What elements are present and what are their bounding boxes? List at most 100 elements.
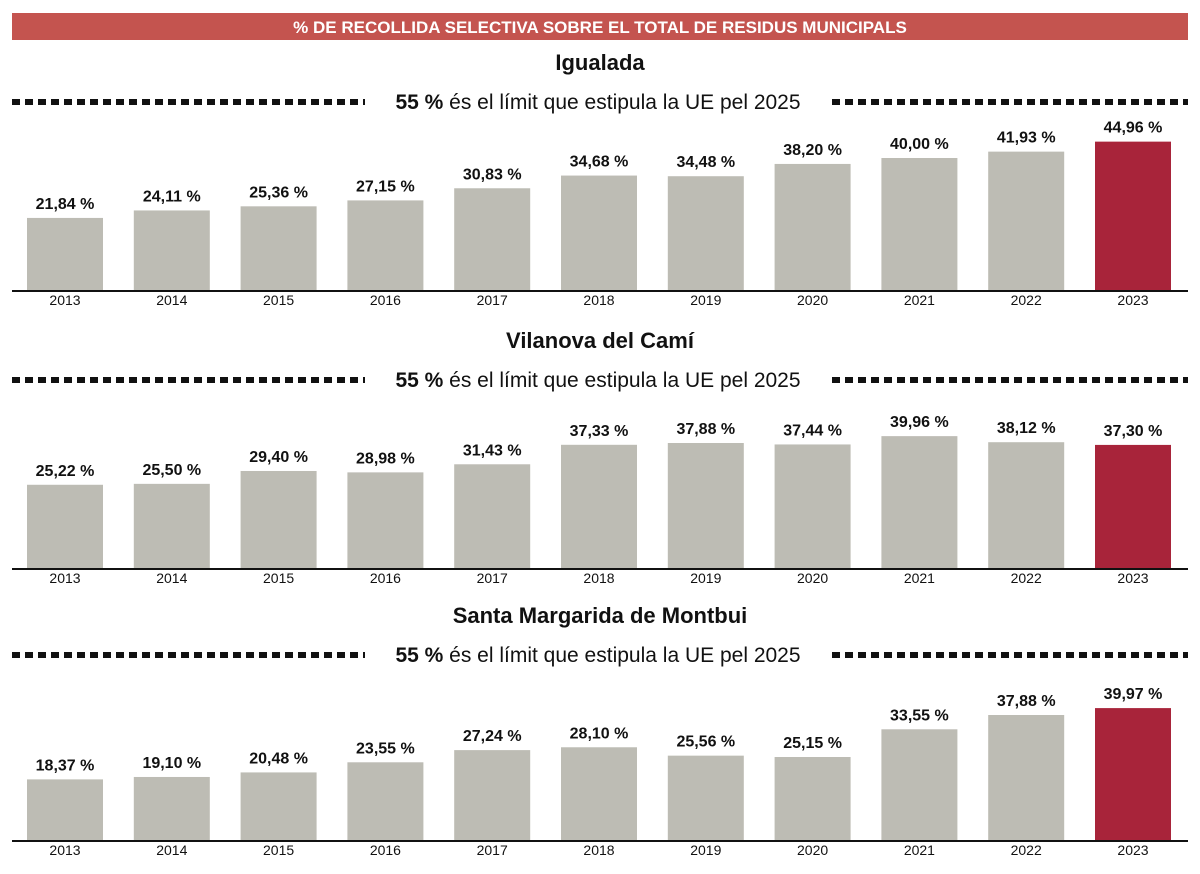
- value-label: 25,36 %: [249, 184, 308, 201]
- value-label: 34,68 %: [570, 154, 629, 171]
- year-label: 2017: [477, 842, 508, 858]
- year-label: 2022: [1011, 842, 1042, 858]
- value-label: 40,00 %: [890, 136, 949, 153]
- year-label: 2015: [263, 842, 294, 858]
- value-label: 37,88 %: [676, 421, 735, 438]
- bar-2016: [347, 200, 424, 290]
- value-label: 38,12 %: [997, 420, 1056, 437]
- value-label: 38,20 %: [783, 142, 842, 159]
- value-label: 31,43 %: [463, 442, 522, 459]
- year-label: 2014: [156, 570, 187, 586]
- bar-2020: [774, 757, 851, 840]
- panel-3: Santa Margarida de Montbui 55 % és el lím…: [12, 603, 1188, 858]
- bar-2015: [240, 206, 317, 290]
- value-label: 28,10 %: [570, 725, 629, 742]
- value-label: 41,93 %: [997, 130, 1056, 147]
- year-label: 2014: [156, 842, 187, 858]
- bar-2014: [133, 210, 210, 290]
- value-label: 25,56 %: [676, 734, 735, 751]
- year-label: 2021: [904, 292, 935, 308]
- year-label: 2021: [904, 570, 935, 586]
- bar-2013: [27, 484, 103, 568]
- value-label: 18,37 %: [36, 757, 95, 774]
- year-label: 2023: [1117, 842, 1148, 858]
- value-label: 44,96 %: [1104, 120, 1163, 137]
- bar-2017: [454, 188, 531, 290]
- reference-text: és el límit que estipula la UE pel 2025: [443, 644, 800, 667]
- bar-2019: [667, 176, 744, 290]
- year-label: 2013: [49, 292, 80, 308]
- bar-2015: [240, 470, 317, 568]
- panel-2: Vilanova del Camí 55 % és el límit que es…: [12, 328, 1188, 586]
- year-label: 2014: [156, 292, 187, 308]
- reference-text: és el límit que estipula la UE pel 2025: [443, 369, 800, 392]
- bar-2016: [347, 762, 424, 840]
- bar-2015: [240, 772, 317, 840]
- bar-2020: [774, 444, 851, 568]
- value-label: 39,97 %: [1104, 686, 1163, 703]
- value-label: 19,10 %: [142, 755, 201, 772]
- header-bar: [12, 13, 1188, 40]
- bar-2020: [774, 163, 851, 290]
- bar-2019: [667, 755, 744, 840]
- reference-line-label: 55 % és el límit que estipula la UE pel …: [395, 91, 800, 114]
- value-label: 23,55 %: [356, 740, 415, 757]
- panel-title: Igualada: [555, 50, 645, 75]
- value-label: 27,15 %: [356, 178, 415, 195]
- bar-2018: [561, 444, 637, 568]
- reference-value: 55 %: [395, 369, 443, 392]
- year-label: 2022: [1011, 570, 1042, 586]
- bar-2016: [347, 472, 424, 568]
- year-label: 2019: [690, 570, 721, 586]
- bar-2022: [988, 442, 1065, 568]
- bar-2018: [561, 175, 637, 290]
- value-label: 37,88 %: [997, 693, 1056, 710]
- value-label: 37,44 %: [783, 422, 842, 439]
- year-label: 2020: [797, 292, 828, 308]
- year-label: 2023: [1117, 570, 1148, 586]
- year-label: 2020: [797, 842, 828, 858]
- year-label: 2016: [370, 292, 401, 308]
- value-label: 25,50 %: [142, 462, 201, 479]
- bar-2013: [27, 217, 103, 290]
- bar-2013: [27, 779, 103, 840]
- bar-2023: [1095, 141, 1171, 290]
- year-label: 2020: [797, 570, 828, 586]
- year-label: 2022: [1011, 292, 1042, 308]
- year-label: 2018: [583, 842, 614, 858]
- bar-2018: [561, 747, 637, 840]
- value-label: 28,98 %: [356, 450, 415, 467]
- value-label: 21,84 %: [36, 196, 95, 213]
- bar-2014: [133, 483, 210, 568]
- value-label: 39,96 %: [890, 414, 949, 431]
- year-label: 2015: [263, 570, 294, 586]
- value-label: 34,48 %: [676, 154, 735, 171]
- value-label: 37,33 %: [570, 423, 629, 440]
- year-label: 2018: [583, 292, 614, 308]
- bar-2021: [881, 729, 958, 840]
- year-label: 2017: [477, 570, 508, 586]
- year-label: 2016: [370, 842, 401, 858]
- year-label: 2023: [1117, 292, 1148, 308]
- year-label: 2015: [263, 292, 294, 308]
- value-label: 29,40 %: [249, 449, 308, 466]
- panel-title: Santa Margarida de Montbui: [453, 603, 748, 628]
- bar-2023: [1095, 444, 1171, 568]
- bar-2021: [881, 436, 958, 568]
- reference-value: 55 %: [395, 91, 443, 114]
- reference-value: 55 %: [395, 644, 443, 667]
- year-label: 2019: [690, 842, 721, 858]
- header-title: % DE RECOLLIDA SELECTIVA SOBRE EL TOTAL …: [293, 18, 907, 37]
- reference-line-label: 55 % és el límit que estipula la UE pel …: [395, 369, 800, 392]
- panel-1: Igualada 55 % és el límit que estipula la…: [12, 50, 1188, 308]
- bar-2014: [133, 776, 210, 840]
- year-label: 2013: [49, 570, 80, 586]
- bar-2022: [988, 714, 1065, 840]
- year-label: 2013: [49, 842, 80, 858]
- year-label: 2021: [904, 842, 935, 858]
- reference-text: és el límit que estipula la UE pel 2025: [443, 91, 800, 114]
- year-label: 2016: [370, 570, 401, 586]
- value-label: 33,55 %: [890, 707, 949, 724]
- value-label: 24,11 %: [143, 188, 201, 205]
